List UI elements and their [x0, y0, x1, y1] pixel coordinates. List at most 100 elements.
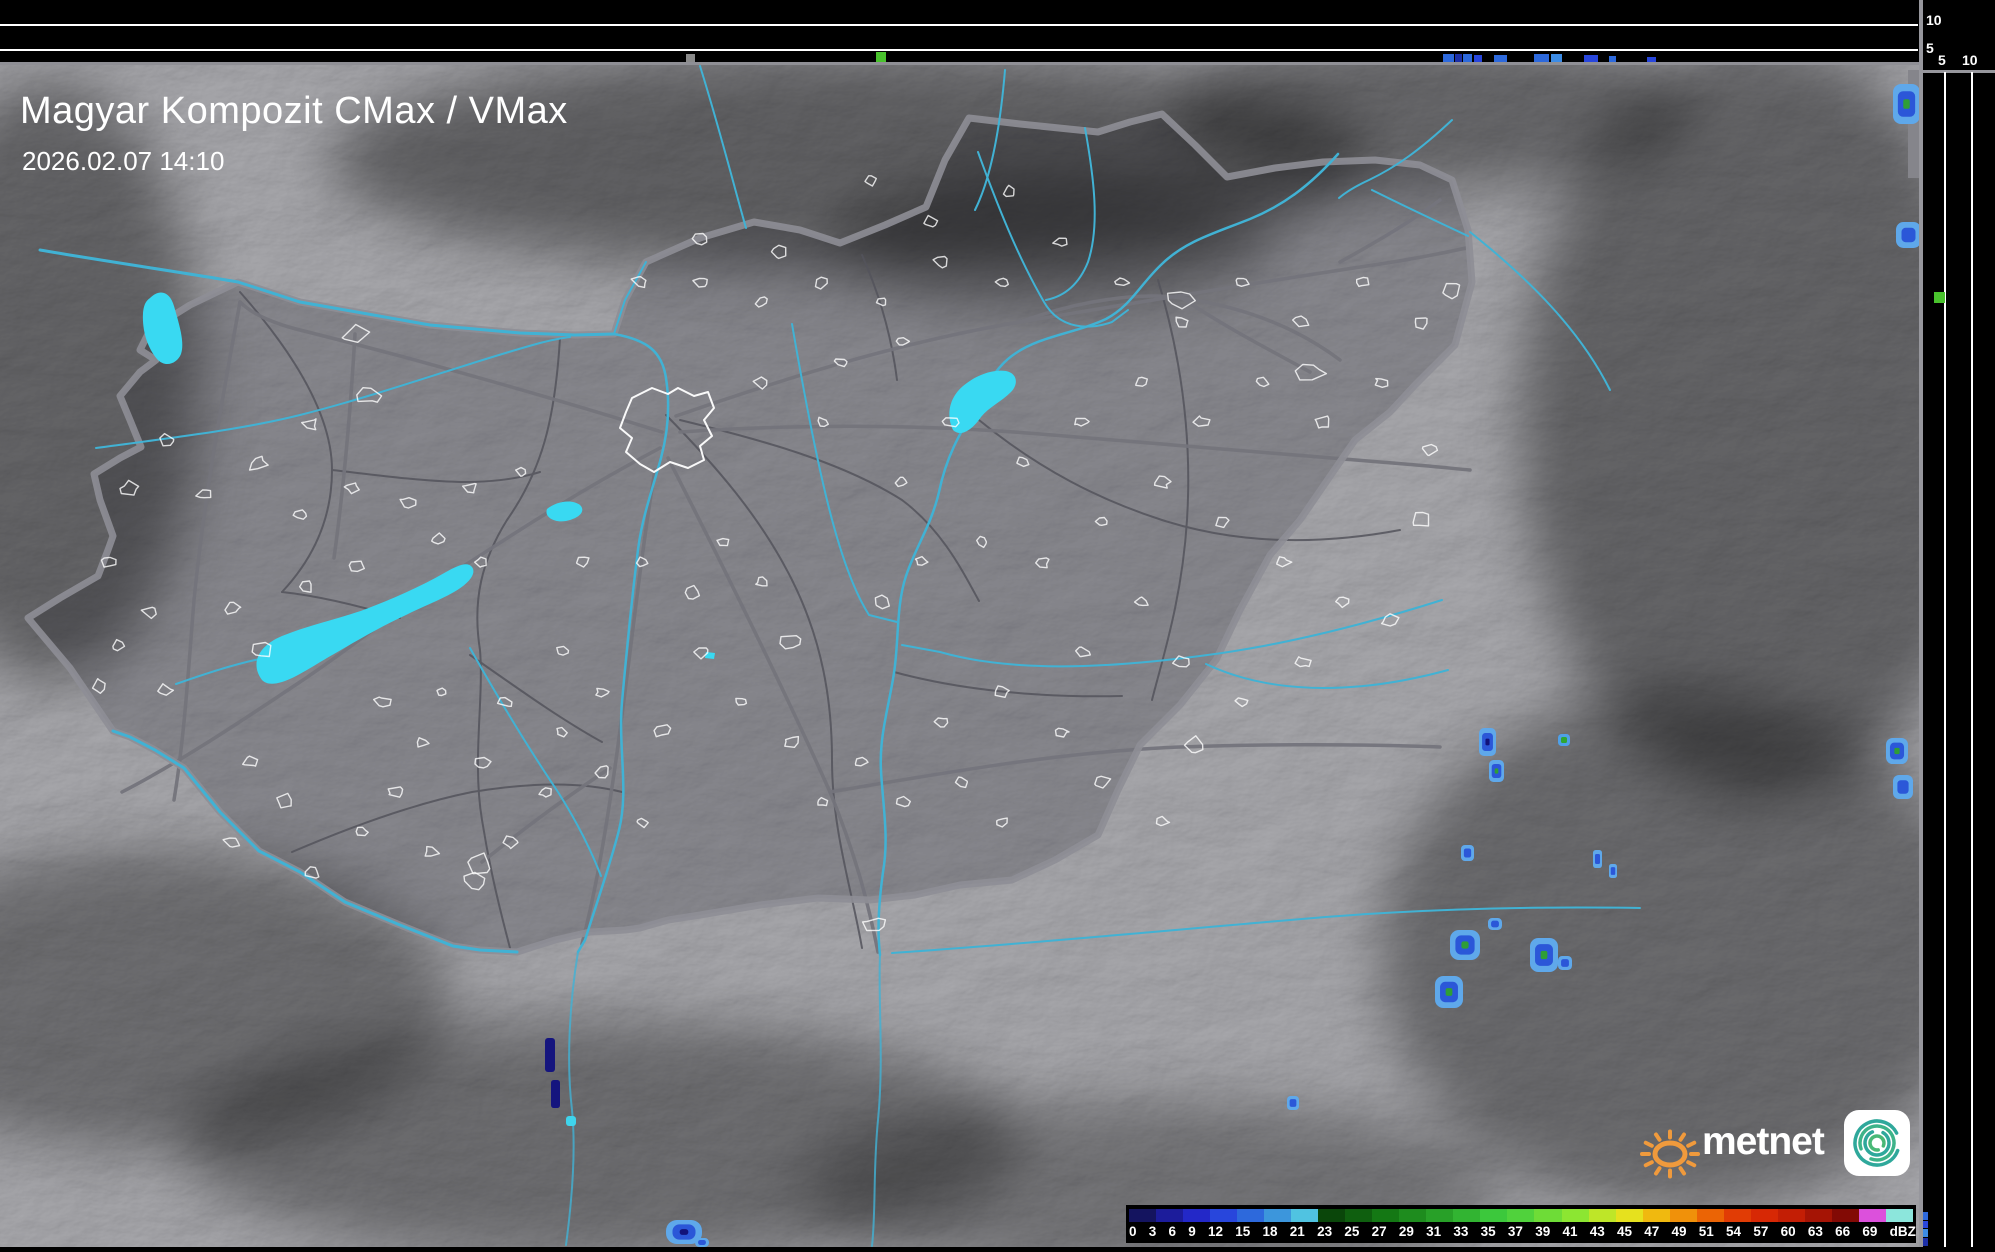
legend-color-cell	[1751, 1209, 1778, 1222]
legend-color-cell	[1291, 1209, 1318, 1222]
wordmark-text: metnet	[1702, 1120, 1824, 1164]
radar-echo	[1893, 775, 1913, 799]
legend-color-cell	[1859, 1209, 1886, 1222]
strip-echo	[1474, 55, 1482, 62]
legend-color-cell	[1643, 1209, 1670, 1222]
altitude-gridline-10km	[0, 24, 1918, 26]
radar-echo	[566, 1116, 576, 1126]
legend-color-cell	[1886, 1209, 1913, 1222]
legend-tick: 18	[1263, 1224, 1278, 1240]
legend-color-cell	[1724, 1209, 1751, 1222]
legend-tick: 3	[1149, 1224, 1157, 1240]
strip-echo	[1463, 54, 1472, 62]
app-icon	[1844, 1110, 1910, 1176]
top-panel-label-10: 10	[1926, 12, 1942, 28]
sun-icon	[1638, 1098, 1708, 1188]
legend-tick: 39	[1535, 1224, 1550, 1240]
legend-tick: 33	[1453, 1224, 1468, 1240]
legend-color-cell	[1399, 1209, 1426, 1222]
legend-tick: 69	[1862, 1224, 1877, 1240]
map-right-separator	[1919, 0, 1923, 1247]
radar-echo	[1530, 938, 1558, 972]
strip-echo	[1934, 292, 1945, 303]
legend-color-cell	[1832, 1209, 1859, 1222]
legend-color-cell	[1697, 1209, 1724, 1222]
legend-color-cell	[1129, 1209, 1156, 1222]
radar-echo	[1435, 976, 1463, 1008]
top-panel-label-5: 5	[1926, 40, 1934, 56]
top-altitude-panel	[0, 0, 1920, 63]
legend-color-cell	[1534, 1209, 1561, 1222]
radar-echo	[545, 1038, 555, 1072]
legend-color-cell	[1426, 1209, 1453, 1222]
legend-tick: dBZ	[1890, 1224, 1916, 1240]
radar-echo	[695, 1238, 709, 1247]
radar-echo	[1593, 850, 1602, 868]
right-panel-label-10: 10	[1962, 52, 1978, 68]
radar-echo	[1558, 956, 1572, 970]
legend-color-cell	[1345, 1209, 1372, 1222]
legend-tick: 35	[1481, 1224, 1496, 1240]
radar-echo	[1896, 222, 1920, 248]
strip-echo	[1494, 55, 1507, 62]
radar-echo	[1479, 728, 1496, 756]
legend-color-cell	[1156, 1209, 1183, 1222]
map-canvas	[0, 63, 1920, 1247]
radar-echo	[551, 1080, 560, 1108]
legend-color-cell	[1589, 1209, 1616, 1222]
legend-color-cell	[1237, 1209, 1264, 1222]
radar-echo	[1287, 1096, 1299, 1110]
legend-tick: 6	[1169, 1224, 1177, 1240]
metnet-logo: metnet	[1638, 1098, 1928, 1188]
legend-tick: 60	[1781, 1224, 1796, 1240]
right-panel-label-5: 5	[1938, 52, 1946, 68]
altitude-gridline-5km-v	[1944, 72, 1946, 1247]
legend-tick: 29	[1399, 1224, 1414, 1240]
legend-tick: 57	[1753, 1224, 1768, 1240]
timestamp: 2026.02.07 14:10	[22, 146, 224, 177]
legend-color-cell	[1616, 1209, 1643, 1222]
map-top-separator	[0, 62, 1920, 65]
legend-tick: 63	[1808, 1224, 1823, 1240]
legend-color-cell	[1372, 1209, 1399, 1222]
legend-tick: 23	[1317, 1224, 1332, 1240]
legend-tick: 41	[1562, 1224, 1577, 1240]
legend-tick: 9	[1188, 1224, 1196, 1240]
page-title: Magyar Kompozit CMax / VMax	[20, 90, 568, 133]
legend-color-bar	[1129, 1209, 1913, 1222]
altitude-gridline-5km	[0, 49, 1918, 51]
legend-color-cell	[1183, 1209, 1210, 1222]
radar-map	[0, 63, 1920, 1247]
legend-color-cell	[1264, 1209, 1291, 1222]
legend-tick: 66	[1835, 1224, 1850, 1240]
radar-echo	[1893, 84, 1920, 124]
legend-tick: 47	[1644, 1224, 1659, 1240]
legend-tick: 54	[1726, 1224, 1741, 1240]
radar-echo	[1558, 734, 1570, 746]
legend-tick: 21	[1290, 1224, 1305, 1240]
radar-echo	[1609, 864, 1617, 878]
legend-color-cell	[1507, 1209, 1534, 1222]
strip-echo	[876, 52, 886, 62]
altitude-gridline-10km-v	[1971, 72, 1973, 1247]
legend-color-cell	[1778, 1209, 1805, 1222]
legend-tick: 15	[1235, 1224, 1250, 1240]
spiral-icon	[1844, 1110, 1910, 1176]
right-altitude-panel: 10 5 5 10	[1923, 0, 1995, 1247]
legend-color-cell	[1210, 1209, 1237, 1222]
legend-tick: 25	[1344, 1224, 1359, 1240]
radar-echo	[1489, 760, 1504, 782]
right-panel-separator	[1923, 70, 1995, 73]
legend-color-cell	[1670, 1209, 1697, 1222]
legend-tick: 49	[1672, 1224, 1687, 1240]
legend-color-cell	[1318, 1209, 1345, 1222]
legend-tick: 43	[1590, 1224, 1605, 1240]
legend-tick: 37	[1508, 1224, 1523, 1240]
legend-tick: 12	[1208, 1224, 1223, 1240]
legend-tick: 51	[1699, 1224, 1714, 1240]
legend-tick: 0	[1129, 1224, 1137, 1240]
legend-color-cell	[1480, 1209, 1507, 1222]
radar-echo	[1450, 930, 1480, 960]
